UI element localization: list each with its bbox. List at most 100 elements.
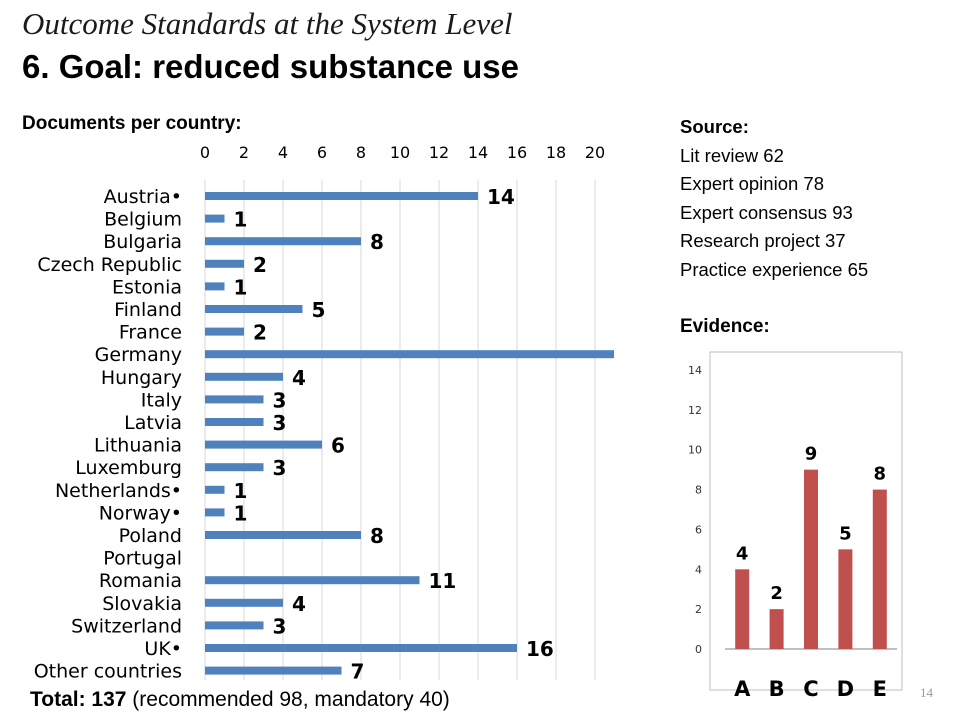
- data-label-hungary: 4: [292, 366, 306, 390]
- data-label-slovakia: 4: [292, 592, 306, 616]
- source-item-expert-opinion: Expert opinion 78: [680, 173, 824, 194]
- evidence-data-label-c: 9: [805, 444, 818, 465]
- source-label: Source:: [680, 116, 749, 137]
- category-label-lithuania: Lithuania: [94, 435, 182, 457]
- x-tick-label-0: 0: [200, 143, 210, 162]
- category-label-latvia: Latvia: [124, 412, 182, 434]
- category-label-finland: Finland: [114, 299, 182, 321]
- category-label-estonia: Estonia: [112, 276, 182, 298]
- bar-belgium: [205, 214, 225, 223]
- category-label-switzerland: Switzerland: [71, 615, 182, 637]
- bar-italy: [205, 395, 264, 404]
- data-label-estonia: 1: [234, 275, 248, 299]
- bar-hungary: [205, 372, 283, 381]
- evidence-category-label-b: B: [769, 677, 785, 701]
- y-tick-label-12: 12: [688, 404, 702, 417]
- y-tick-label-2: 2: [695, 603, 702, 616]
- page-number: 14: [920, 685, 933, 700]
- data-label-austria: 14: [487, 185, 515, 209]
- category-label-italy: Italy: [141, 389, 182, 411]
- y-tick-label-0: 0: [695, 643, 702, 656]
- category-label-romania: Romania: [99, 570, 182, 592]
- x-tick-label-4: 4: [278, 143, 288, 162]
- bar-estonia: [205, 282, 225, 291]
- source-item-lit-review: Lit review 62: [680, 144, 784, 166]
- category-label-germany: Germany: [95, 344, 182, 366]
- evidence-data-label-e: 8: [874, 464, 887, 485]
- data-label-romania: 11: [429, 569, 457, 593]
- data-label-other-countries: 7: [351, 660, 365, 684]
- data-label-luxemburg: 3: [273, 456, 287, 480]
- evidence-data-label-b: 2: [770, 583, 783, 604]
- bar-latvia: [205, 418, 264, 426]
- category-label-belgium: Belgium: [104, 209, 182, 231]
- category-label-netherlands: Netherlands•: [55, 480, 182, 502]
- bar-other-countries: [205, 666, 342, 675]
- source-item-practice-experience: Practice experience 65: [680, 258, 869, 280]
- bar-germany: [205, 350, 614, 359]
- y-tick-label-10: 10: [688, 444, 702, 457]
- slide-subtitle: 6. Goal: reduced substance use: [22, 48, 519, 85]
- category-label-luxemburg: Luxemburg: [75, 457, 182, 479]
- data-label-uk: 16: [526, 637, 554, 661]
- category-label-norway: Norway•: [99, 502, 182, 524]
- evidence-category-label-e: E: [873, 677, 887, 701]
- y-tick-label-8: 8: [695, 484, 702, 497]
- x-tick-label-18: 18: [546, 143, 566, 162]
- data-label-bulgaria: 8: [370, 230, 384, 254]
- evidence-bar-e: [872, 489, 887, 649]
- x-tick-label-14: 14: [468, 143, 488, 162]
- category-label-czech-republic: Czech Republic: [37, 254, 182, 276]
- bar-romania: [205, 576, 420, 585]
- bar-poland: [205, 531, 361, 539]
- total-detail: (recommended 98, mandatory 40): [126, 688, 450, 711]
- total-label: Total: 137: [30, 688, 127, 711]
- category-label-other-countries: Other countries: [34, 661, 182, 683]
- bar-norway: [205, 508, 225, 517]
- bar-luxemburg: [205, 463, 264, 472]
- bar-uk: [205, 644, 517, 652]
- bar-czech-republic: [205, 259, 244, 268]
- data-label-finland: 5: [312, 298, 326, 322]
- x-tick-label-8: 8: [356, 143, 366, 162]
- data-label-belgium: 1: [234, 208, 248, 232]
- data-label-poland: 8: [370, 524, 384, 548]
- data-label-italy: 3: [273, 388, 287, 412]
- evidence-category-label-d: D: [837, 677, 854, 701]
- evidence-data-label-a: 4: [736, 543, 749, 564]
- y-tick-label-4: 4: [695, 563, 702, 576]
- bar-slovakia: [205, 598, 283, 607]
- source-item-research-project: Research project 37: [680, 230, 846, 251]
- data-label-netherlands: 1: [234, 479, 248, 503]
- category-label-bulgaria: Bulgaria: [103, 231, 182, 253]
- total-line: Total: 137 (recommended 98, mandatory 40…: [30, 688, 450, 712]
- data-label-latvia: 3: [273, 411, 287, 435]
- evidence-bar-a: [735, 569, 750, 649]
- bar-netherlands: [205, 485, 225, 494]
- bar-finland: [205, 305, 303, 313]
- x-tick-label-12: 12: [429, 143, 449, 162]
- y-tick-label-6: 6: [695, 523, 702, 536]
- slide-title: Outcome Standards at the System Level: [22, 6, 513, 41]
- data-label-lithuania: 6: [331, 434, 345, 458]
- x-tick-label-6: 6: [317, 143, 327, 162]
- evidence-data-label-d: 5: [839, 523, 852, 544]
- category-label-france: France: [119, 322, 182, 344]
- bar-switzerland: [205, 621, 264, 630]
- evidence-bar-d: [838, 549, 853, 649]
- category-label-portugal: Portugal: [103, 548, 182, 570]
- data-label-czech-republic: 2: [253, 253, 267, 277]
- evidence-bar-b: [769, 609, 784, 649]
- source-list: Source: Lit review 62 Expert opinion 78 …: [680, 113, 868, 284]
- x-tick-label-10: 10: [390, 143, 410, 162]
- data-label-switzerland: 3: [273, 614, 287, 638]
- evidence-bar-c: [804, 469, 818, 649]
- category-label-hungary: Hungary: [101, 367, 182, 389]
- documents-per-country-label: Documents per country:: [22, 113, 242, 134]
- data-label-norway: 1: [234, 501, 248, 525]
- evidence-label: Evidence:: [680, 316, 770, 337]
- evidence-category-label-c: C: [803, 677, 818, 701]
- category-label-austria: Austria•: [104, 186, 182, 208]
